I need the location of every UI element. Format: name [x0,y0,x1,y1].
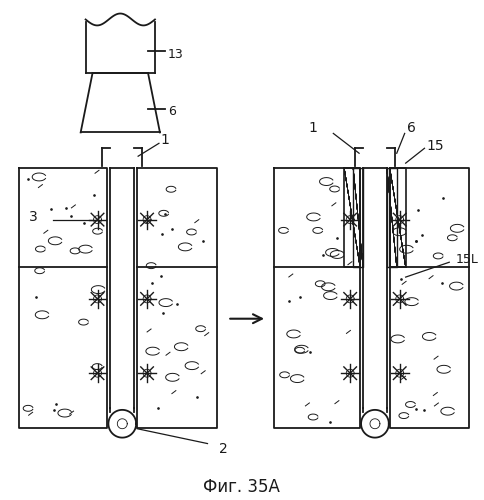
Text: 3: 3 [29,210,38,224]
Text: 1: 1 [161,134,170,147]
Text: Фиг. 35A: Фиг. 35A [203,478,280,496]
Text: 15: 15 [426,140,444,153]
Text: 6: 6 [407,122,416,136]
Text: 15L: 15L [455,253,478,266]
Text: 13: 13 [168,48,183,60]
Text: 6: 6 [168,105,176,118]
Text: 1: 1 [309,122,318,136]
Text: 2: 2 [219,442,228,456]
